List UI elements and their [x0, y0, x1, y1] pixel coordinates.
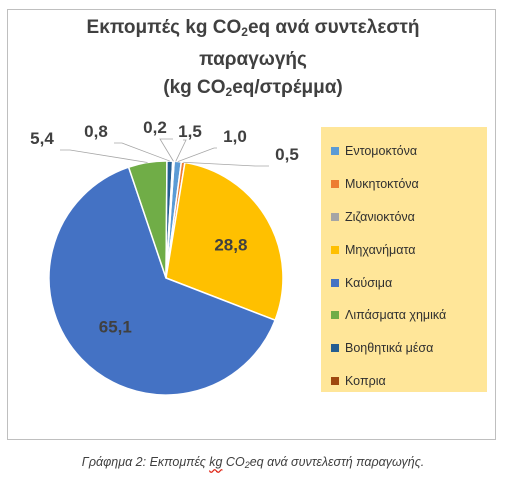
legend-item-ζιζανιοκτόνα: Ζιζανιοκτόνα — [331, 201, 487, 234]
data-label-κοπρια: 0,2 — [143, 118, 167, 137]
leader-line-μυκητοκτόνα — [183, 161, 269, 167]
data-label-εντομοκτόνα: 1,0 — [223, 127, 247, 146]
legend-item-κοπρια: Κοπρια — [331, 365, 487, 398]
legend-label: Κοπρια — [345, 373, 386, 388]
pie-slice-μηχανήματα — [165, 161, 284, 322]
legend-label: Καύσιμα — [345, 275, 393, 290]
legend-swatch — [331, 376, 339, 385]
figure-caption: Γράφημα 2: Εκπομπές kg CO2eq ανά συντελε… — [81, 455, 425, 470]
data-label-μυκητοκτόνα: 0,5 — [275, 145, 299, 164]
legend-label: Λιπάσματα χημικά — [345, 308, 447, 323]
legend-swatch — [331, 180, 339, 189]
pie-slice-κοπρια — [165, 160, 175, 279]
data-label-λιπάσματα-χημικά: 5,4 — [30, 129, 54, 148]
legend-item-μυκητοκτόνα: Μυκητοκτόνα — [331, 168, 487, 201]
data-label-kausima: 65,1 — [99, 318, 132, 337]
legend-swatch — [331, 311, 339, 320]
chart-legend: Εντομοκτόνα Μυκητοκτόνα Ζιζανιοκτόνα Μηχανή… — [321, 127, 487, 392]
leader-line-εντομοκτόνα — [177, 147, 217, 162]
legend-swatch — [331, 278, 339, 287]
leader-line-1-5 — [175, 139, 187, 162]
data-label-1-5: 1,5 — [178, 122, 202, 141]
legend-swatch — [331, 147, 339, 156]
data-label-βοηθητικά-μέσα: 0,8 — [84, 122, 108, 141]
legend-item-λιπάσματα-χημικά: Λιπάσματα χημικά — [331, 299, 487, 332]
chart-title: Εκπομπές kg CO2eq ανά συντελεστή παραγωγ… — [86, 17, 420, 99]
legend-label: Μυκητοκτόνα — [345, 177, 419, 192]
legend-item-βοηθητικά-μέσα: Βοηθητικά μέσα — [331, 332, 487, 365]
leader-line-λιπάσματα-χημικά — [60, 149, 148, 163]
legend-label: Ζιζανιοκτόνα — [345, 209, 415, 224]
legend-item-καύσιμα: Καύσιμα — [331, 266, 487, 299]
leader-line-κοπρια — [159, 138, 174, 162]
legend-swatch — [331, 212, 339, 221]
legend-label: Μηχανήματα — [345, 242, 416, 257]
legend-swatch — [331, 245, 339, 254]
pie-slice-καύσιμα — [48, 166, 277, 396]
legend-label: Εντομοκτόνα — [345, 144, 418, 159]
legend-item-μηχανήματα: Μηχανήματα — [331, 233, 487, 266]
legend-swatch — [331, 344, 339, 353]
data-label-mixanimata: 28,8 — [214, 235, 247, 254]
legend-label: Βοηθητικά μέσα — [345, 341, 434, 356]
legend-item-εντομοκτόνα: Εντομοκτόνα — [331, 135, 487, 168]
leader-line-βοηθητικά-μέσα — [114, 142, 170, 162]
